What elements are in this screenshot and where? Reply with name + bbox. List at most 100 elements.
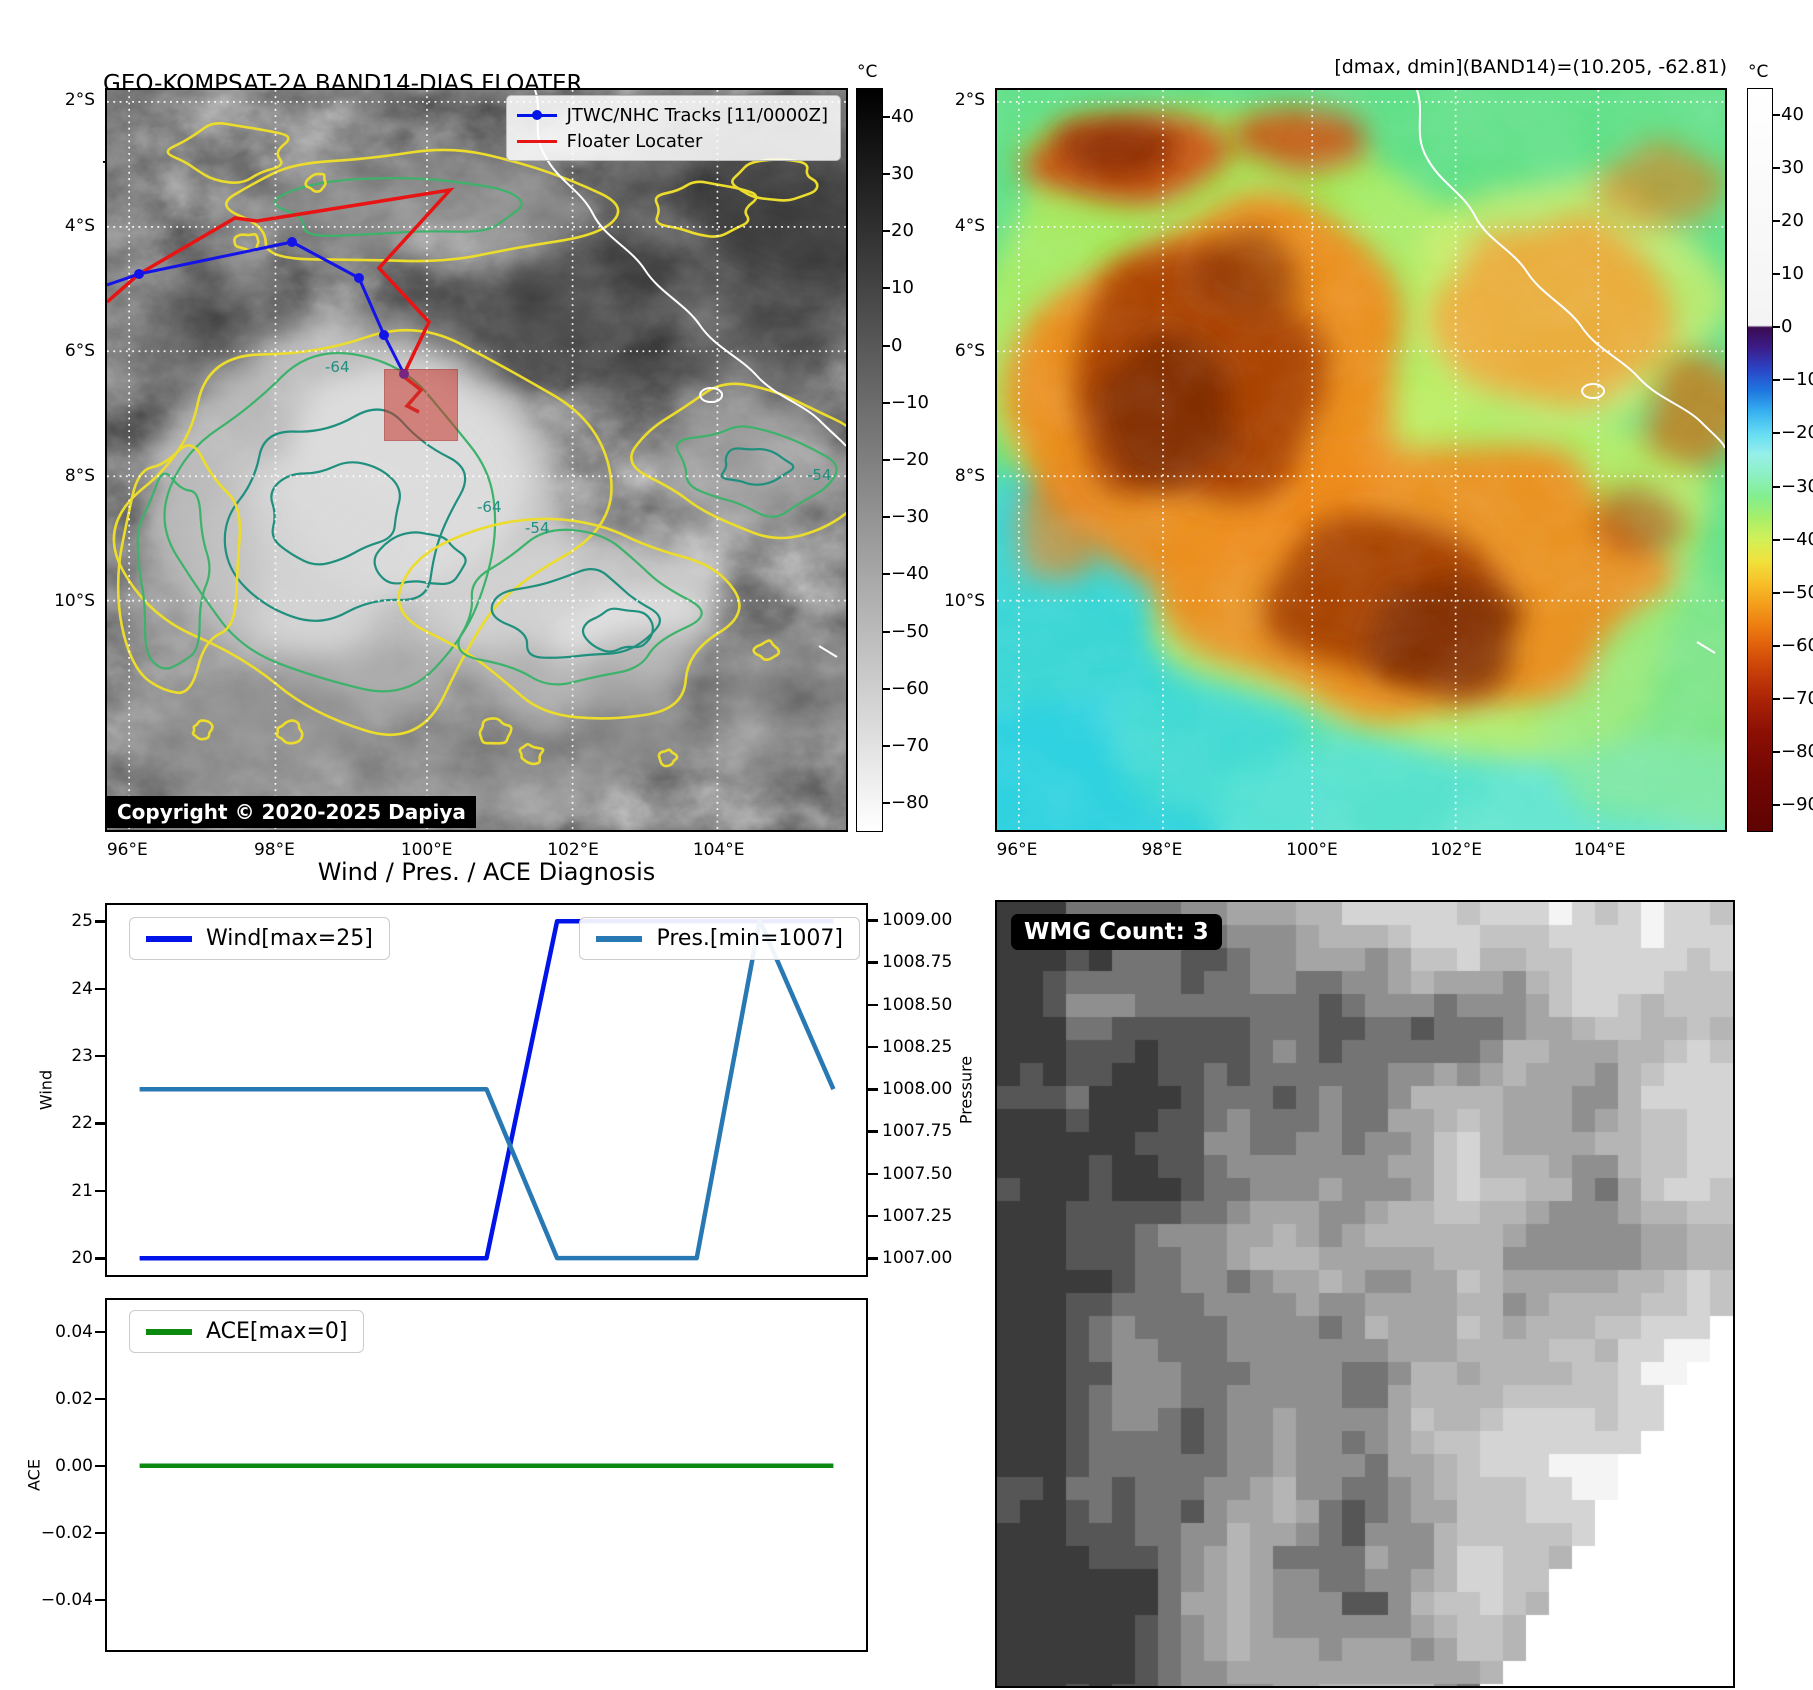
- lon-tick-label: 96°E: [996, 840, 1038, 860]
- colorbar-tick-mark: [1773, 326, 1780, 329]
- wind-pressure-plot: Wind[max=25] Pres.[min=1007]: [105, 903, 868, 1277]
- colorbar-tick-label: −70: [891, 735, 929, 757]
- band14-colorbar-unit: °C: [857, 62, 878, 82]
- y-axis-tick-mark: [95, 987, 105, 991]
- wind-legend: Wind[max=25]: [129, 917, 390, 960]
- colorbar-tick-label: 40: [891, 105, 914, 127]
- right-axis-tick-mark: [868, 1003, 878, 1007]
- y-axis-tick-mark: [95, 920, 105, 923]
- y-axis-tick-label: 21: [71, 1180, 93, 1201]
- awv-satellite-map: [995, 88, 1727, 832]
- track-point-marker: [379, 330, 389, 340]
- ace-line-sample: [146, 1328, 192, 1335]
- y-axis-tick-label: 25: [71, 911, 93, 932]
- wmg-pixel-panel: WMG Count: 3: [995, 900, 1735, 1688]
- colorbar-tick-mark: [1773, 645, 1780, 647]
- y-axis-tick-mark: [95, 1330, 105, 1334]
- right-axis-tick-mark: [868, 1088, 878, 1091]
- y-axis-tick-label: −0.04: [40, 1589, 93, 1610]
- band14-map-legend: JTWC/NHC Tracks [11/0000Z] Floater Locat…: [505, 95, 841, 161]
- right-axis-tick-label: 1007.25: [882, 1205, 953, 1226]
- cloud-mass: [578, 627, 846, 775]
- band14-satellite-map: -64 -64 -54 -54 JTWC/NHC Tracks [11/0000Z] …: [105, 88, 848, 832]
- band14-map-art: -64 -64 -54 -54: [107, 90, 846, 830]
- contour-t: [490, 568, 661, 659]
- contour-label: -54: [525, 519, 550, 537]
- colorbar-tick-mark: [883, 115, 890, 118]
- colorbar-tick-label: −30: [1781, 475, 1813, 497]
- pressure-axis-label: Pressure: [956, 1055, 976, 1125]
- contour-y: [225, 148, 620, 263]
- colorbar-tick-label: 40: [1781, 103, 1804, 125]
- colorbar-tick-label: 10: [891, 277, 914, 299]
- colorbar-tick-label: −20: [1781, 422, 1813, 444]
- contour-value-labels: -64 -64 -54 -54: [325, 358, 832, 537]
- ace-legend-label: ACE[max=0]: [206, 1319, 348, 1344]
- pressure-legend: Pres.[min=1007]: [579, 917, 860, 960]
- y-axis-tick-mark: [95, 1257, 105, 1260]
- wind-legend-label: Wind[max=25]: [206, 926, 373, 951]
- contour-y: [518, 743, 545, 766]
- colorbar-tick-label: 20: [1781, 209, 1804, 231]
- cloud-mass: [650, 400, 846, 536]
- lon-tick-label: 104°E: [692, 840, 745, 860]
- colorbar-tick-mark: [883, 344, 890, 347]
- contour-g: [274, 177, 523, 237]
- floater-legend-label: Floater Locater: [566, 130, 703, 152]
- colorbar-tick-label: −20: [891, 449, 929, 470]
- colorbar-tick-label: 0: [1781, 316, 1793, 338]
- y-axis-tick-mark: [95, 1397, 105, 1401]
- colorbar-tick-label: 30: [891, 162, 914, 184]
- colorbar-tick-label: −50: [1781, 581, 1813, 603]
- colorbar-tick-mark: [1773, 432, 1780, 435]
- band14-colorbar: [856, 88, 883, 832]
- ace-legend: ACE[max=0]: [129, 1310, 365, 1353]
- colorbar-tick-mark: [883, 687, 890, 690]
- colorbar-tick-mark: [883, 401, 890, 404]
- colorbar-tick-mark: [883, 516, 890, 519]
- y-axis-tick-label: 22: [71, 1113, 93, 1134]
- colorbar-tick-mark: [883, 573, 890, 576]
- y-axis-tick-mark: [95, 1054, 105, 1058]
- wind-axis-label: Wind: [36, 1069, 56, 1111]
- right-axis-tick-mark: [868, 1130, 878, 1133]
- contour-y: [275, 719, 304, 745]
- right-axis-tick-label: 1009.00: [882, 910, 953, 931]
- legend-row-floater: Floater Locater: [516, 128, 828, 154]
- right-axis-tick-mark: [868, 1172, 878, 1176]
- pressure-legend-label: Pres.[min=1007]: [656, 926, 843, 951]
- awv-header-line-1: [dmax, dmin](BAND14)=(10.205, -62.81): [1334, 56, 1727, 78]
- colorbar-tick-mark: [1773, 273, 1780, 275]
- colorbar-tick-mark: [883, 630, 890, 633]
- lat-tick-label: 8°S: [954, 466, 985, 487]
- right-axis-tick-mark: [868, 1214, 878, 1218]
- contour-t: [223, 408, 467, 622]
- lon-tick-label: 98°E: [253, 840, 295, 860]
- copyright-badge: Copyright © 2020-2025 Dapiya: [107, 796, 476, 828]
- lon-tick-label: 102°E: [547, 840, 599, 860]
- colorbar-tick-label: 10: [1781, 263, 1804, 284]
- colorbar-tick-label: −70: [1781, 688, 1813, 710]
- y-axis-tick-mark: [95, 1189, 105, 1193]
- right-axis-tick-label: 1008.75: [882, 952, 953, 973]
- colorbar-tick-mark: [883, 745, 890, 748]
- colorbar-tick-label: −50: [891, 620, 929, 642]
- colorbar-tick-label: −90: [1781, 794, 1813, 816]
- coastline: [1416, 90, 1725, 654]
- lat-tick-label: 8°S: [64, 466, 95, 487]
- right-axis-tick-label: 1008.00: [882, 1079, 953, 1100]
- awv-colorbar: [1747, 88, 1773, 832]
- awv-texture: [997, 90, 1725, 830]
- lon-tick-label: 100°E: [400, 840, 453, 860]
- track-dot-marker: [531, 110, 542, 120]
- colorbar-tick-mark: [1773, 591, 1780, 594]
- lat-tick-label: 6°S: [954, 340, 985, 361]
- lat-tick-label: 2°S: [954, 89, 985, 110]
- colorbar-tick-mark: [883, 802, 890, 805]
- wmg-pixel-image: [997, 902, 1733, 1686]
- colorbar-tick-mark: [1773, 219, 1780, 222]
- colorbar-tick-label: −60: [891, 677, 929, 699]
- contour-y: [112, 328, 613, 736]
- colorbar-tick-label: −80: [891, 792, 929, 814]
